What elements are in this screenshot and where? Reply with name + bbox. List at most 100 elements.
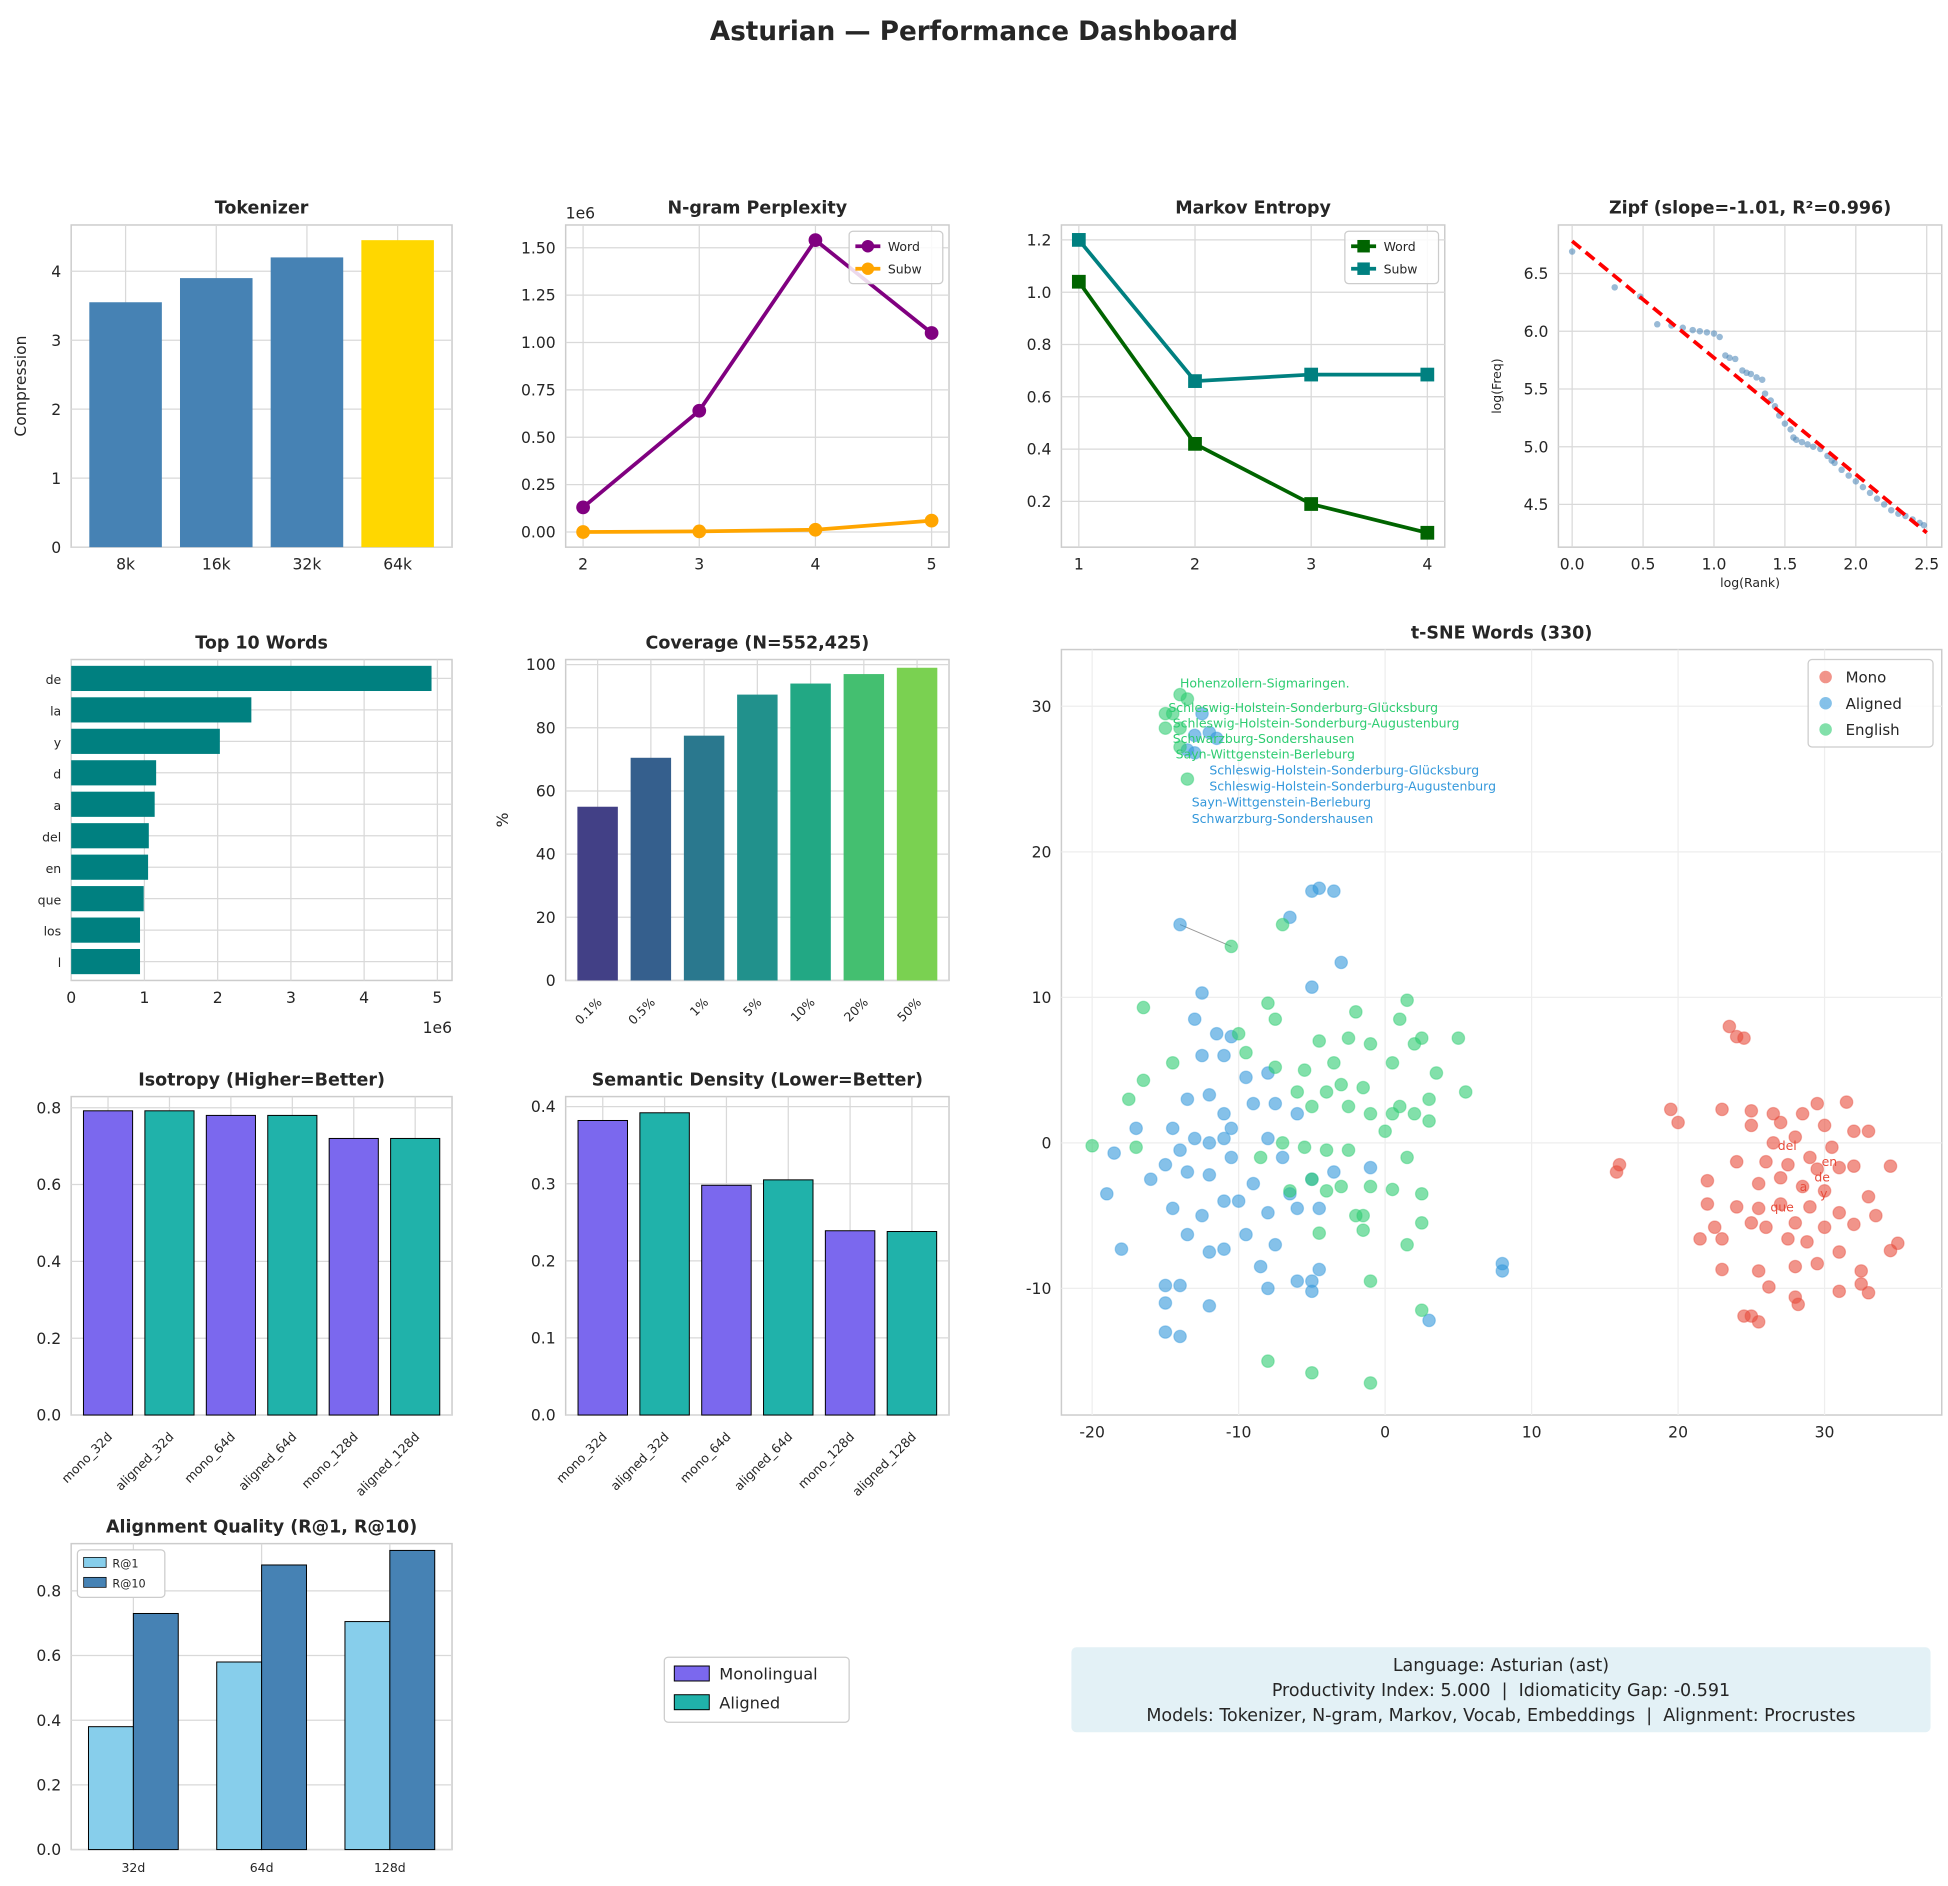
bar-0.1% [577, 806, 618, 981]
fit-line [1570, 239, 1928, 535]
y-tick-label: 20 [1032, 843, 1052, 861]
bar-mono_64d [701, 1184, 752, 1416]
tsne-point-mono [1744, 1103, 1759, 1118]
zipf-point [1831, 459, 1838, 467]
tsne-point-english [1363, 1376, 1378, 1390]
tsne-point-mono [1854, 1277, 1869, 1291]
tsne-point-aligned [1246, 1096, 1261, 1111]
legend-marker-english [1819, 723, 1832, 736]
zipf-point [1753, 374, 1760, 381]
tsne-point-mono [1810, 1256, 1825, 1271]
tsne-point-english [1400, 1150, 1414, 1165]
tsne-point-english [1378, 1124, 1392, 1139]
legend-marker [1357, 239, 1370, 253]
legend-label: Subw [1384, 262, 1418, 277]
tsne-point-mono [1762, 1280, 1776, 1294]
tsne-point-mono [1817, 1184, 1832, 1198]
tsne-point-aligned [1217, 1106, 1231, 1121]
zipf-point [1873, 495, 1881, 502]
line-word [581, 237, 933, 509]
y-axis-label: Compression [12, 335, 30, 436]
legend-marker [861, 239, 875, 253]
tsne-point-mono [1788, 1216, 1803, 1230]
tsne-point-aligned [1261, 1131, 1275, 1146]
tsne-point-aligned [1143, 1172, 1158, 1187]
y-tick-label: 30 [1032, 698, 1052, 716]
point-subw [692, 524, 707, 539]
tsne-point-aligned [1165, 1121, 1180, 1136]
tsne-point-english [1283, 1184, 1297, 1198]
bar-aligned_32d [144, 1110, 195, 1416]
point-word [1188, 436, 1202, 451]
info-box: Language: Asturian (ast) Productivity In… [1071, 1647, 1931, 1733]
tsne-point-english [1275, 1136, 1290, 1150]
legend-label: Word [888, 239, 920, 254]
tsne-point-aligned [1158, 1157, 1173, 1172]
tsne-point-english [1385, 1055, 1400, 1070]
tsne-point-aligned [1173, 917, 1187, 932]
bar-20% [843, 674, 885, 981]
tsne-point-aligned [1246, 1176, 1261, 1191]
y-tick-label: -10 [1026, 1280, 1051, 1298]
y-tick-label: 0 [546, 972, 556, 990]
tsne-point-english [1356, 1208, 1371, 1223]
y-tick-label: que [38, 892, 61, 907]
tsne-point-aligned [1187, 1131, 1202, 1146]
legend-label: Word [1384, 239, 1416, 254]
x-tick-label: 0 [66, 989, 76, 1007]
bar-aligned_64d [267, 1114, 318, 1416]
point-subw [1304, 367, 1319, 382]
tsne-annotation: Schleswig-Holstein-Sonderburg-Augustenbu… [1209, 778, 1496, 793]
tsne-point-mono [1737, 1031, 1751, 1045]
tsne-annotation: que [1770, 1199, 1794, 1214]
tsne-point-aligned [1202, 1168, 1217, 1182]
tsne-point-aligned [1187, 728, 1202, 743]
y-tick-label: 0.8 [36, 1099, 61, 1117]
y-tick-label: 0.4 [531, 1098, 556, 1116]
tsne-point-mono [1722, 1019, 1737, 1034]
point-word [924, 326, 939, 340]
tsne-point-mono [1832, 1160, 1847, 1175]
tsne-point-aligned [1209, 731, 1224, 746]
tsne-point-english [1224, 939, 1239, 954]
x-tick-label: mono_64d [677, 1429, 734, 1486]
y-tick-label: 1.00 [521, 334, 556, 352]
zipf-point [1792, 436, 1800, 444]
tsne-point-aligned [1312, 1262, 1327, 1277]
tsne-point-english [1180, 772, 1195, 786]
bar-8k [89, 302, 162, 548]
tsne-point-english [1268, 1060, 1283, 1075]
bar-l [71, 948, 141, 975]
tsne-point-mono [1759, 1220, 1773, 1235]
tsne-point-english [1239, 1045, 1253, 1060]
tsne-point-english [1341, 1143, 1356, 1158]
zipf-point [1920, 521, 1928, 529]
x-tick-label: -10 [1226, 1423, 1251, 1441]
tsne-point-aligned [1173, 1278, 1187, 1293]
chart-title: Isotropy (Higher=Better) [138, 1070, 385, 1090]
zipf-point [1716, 333, 1723, 341]
chart-coverage-n-552-425: 0.1% 0.5% 1% 5% 10% 20% 50% 0 20 40 60 80 100 Coverag… [494, 633, 950, 1027]
x-tick-label: 32d [121, 1860, 145, 1875]
tsne-point-aligned [1305, 980, 1319, 995]
tsne-point-mono [1751, 1201, 1766, 1216]
bar-R@1-32d [87, 1726, 134, 1851]
y-tick-label: a [54, 798, 62, 813]
tsne-point-aligned [1261, 1281, 1275, 1296]
y-tick-label: 60 [536, 783, 556, 801]
point-subw [924, 513, 939, 528]
tsne-point-aligned [1202, 1087, 1217, 1102]
tsne-point-mono [1810, 1096, 1825, 1111]
tsne-point-english [1392, 1012, 1407, 1027]
zipf-point [1798, 438, 1806, 446]
tsne-point-aligned [1180, 1165, 1195, 1179]
tsne-point-mono [1788, 1259, 1803, 1274]
bar-R@1-64d [216, 1661, 263, 1851]
point-subw [808, 522, 823, 537]
tsne-point-english [1414, 1186, 1429, 1201]
bar-a [71, 791, 155, 817]
tsne-point-english [1085, 1138, 1100, 1153]
tsne-point-aligned [1180, 1227, 1195, 1242]
zipf-point [1747, 370, 1755, 378]
